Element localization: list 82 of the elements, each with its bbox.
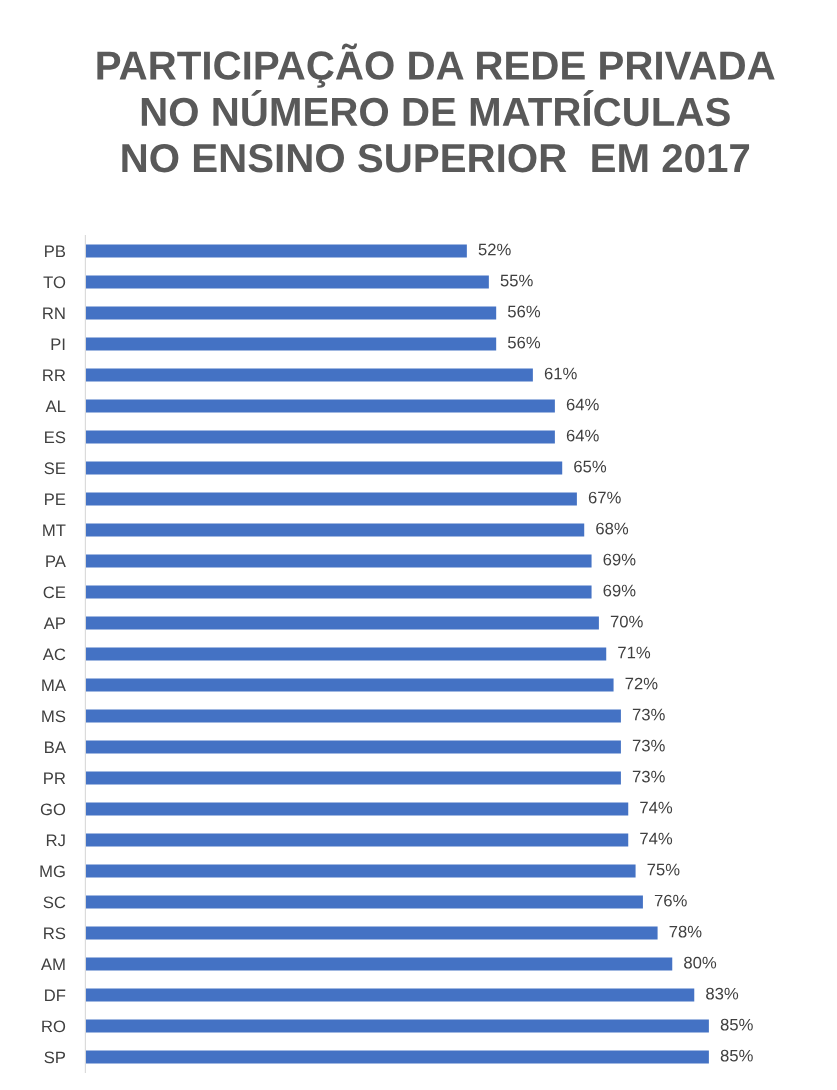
y-tick-label: CE <box>43 586 66 599</box>
data-label: 73% <box>632 739 665 752</box>
bar <box>85 306 497 320</box>
bar <box>85 492 577 506</box>
y-tick-label: SP <box>44 1051 66 1064</box>
y-tick-label: GO <box>40 803 66 816</box>
data-label: 80% <box>684 956 717 969</box>
data-label: 56% <box>507 336 541 349</box>
y-tick-label: SC <box>43 896 66 909</box>
bar <box>85 864 636 878</box>
y-tick-label: AC <box>42 648 66 661</box>
y-tick-label: PA <box>46 555 66 568</box>
bar <box>85 616 599 630</box>
data-label: 52% <box>478 243 511 256</box>
y-tick-label: AM <box>40 958 65 971</box>
bar <box>85 1050 709 1064</box>
bar <box>85 337 497 351</box>
data-label: 85% <box>720 1049 753 1062</box>
data-label: 67% <box>588 491 621 504</box>
bar <box>85 554 592 568</box>
bar <box>85 647 607 661</box>
bar <box>85 244 467 258</box>
data-label: 61% <box>544 367 577 380</box>
bar <box>85 430 555 444</box>
y-tick-label: RO <box>42 1020 66 1033</box>
data-label: 73% <box>632 708 665 721</box>
data-label: 68% <box>596 522 629 535</box>
data-label: 56% <box>507 305 541 318</box>
y-tick-label: AL <box>45 400 66 412</box>
data-label: 83% <box>706 987 739 1000</box>
data-label: 70% <box>610 615 643 628</box>
data-label: 64% <box>566 429 599 442</box>
bar <box>85 585 592 599</box>
y-tick-label: PI <box>51 338 65 350</box>
y-tick-label: MG <box>40 865 65 878</box>
y-tick-label: MT <box>43 524 66 537</box>
y-tick-label: PE <box>45 493 66 506</box>
data-label: 55% <box>500 274 533 287</box>
bar <box>85 678 614 692</box>
bar <box>85 988 695 1002</box>
y-tick-label: RN <box>43 307 65 319</box>
y-tick-label: SE <box>44 462 66 475</box>
bar <box>85 399 555 413</box>
data-label: 78% <box>669 925 702 938</box>
y-tick-label: RS <box>44 927 66 940</box>
data-label: 71% <box>618 646 651 659</box>
y-tick-label: MA <box>42 679 66 692</box>
data-label: 65% <box>574 460 607 473</box>
bar <box>85 1019 709 1033</box>
bar <box>85 368 533 382</box>
data-label: 74% <box>640 801 673 814</box>
y-tick-label: ES <box>45 431 66 444</box>
data-label: 64% <box>566 398 599 411</box>
bar <box>85 523 585 537</box>
data-label: 74% <box>640 832 673 845</box>
bar <box>85 709 621 723</box>
y-tick-label: RR <box>43 369 66 381</box>
data-label: 85% <box>720 1018 753 1031</box>
bar <box>85 275 489 289</box>
data-label: 69% <box>603 584 636 597</box>
data-label: 73% <box>632 770 665 783</box>
bar <box>85 771 621 785</box>
bar <box>85 461 563 475</box>
y-tick-label: PR <box>44 772 66 785</box>
y-tick-label: MS <box>42 710 66 723</box>
bar <box>85 802 629 816</box>
y-tick-label: BA <box>45 741 66 754</box>
bar <box>85 740 621 754</box>
data-label: 72% <box>625 677 658 690</box>
bar <box>85 957 673 971</box>
chart-title: PARTICIPAÇÃO DA REDE PRIVADA NO NÚMERO DE MATRÍCULAS NO ENSINO SUPERIOR EM 2017 <box>97 43 775 173</box>
y-tick-label: DF <box>45 989 66 1002</box>
bar <box>85 833 629 847</box>
y-tick-label: RJ <box>46 834 65 847</box>
y-tick-label: PB <box>45 245 66 257</box>
data-label: 69% <box>603 553 636 566</box>
y-tick-label: TO <box>43 276 66 289</box>
data-label: 75% <box>647 863 680 876</box>
data-label: 76% <box>654 894 687 907</box>
bar <box>85 926 658 940</box>
y-tick-label: AP <box>43 617 66 630</box>
bar <box>85 895 643 909</box>
